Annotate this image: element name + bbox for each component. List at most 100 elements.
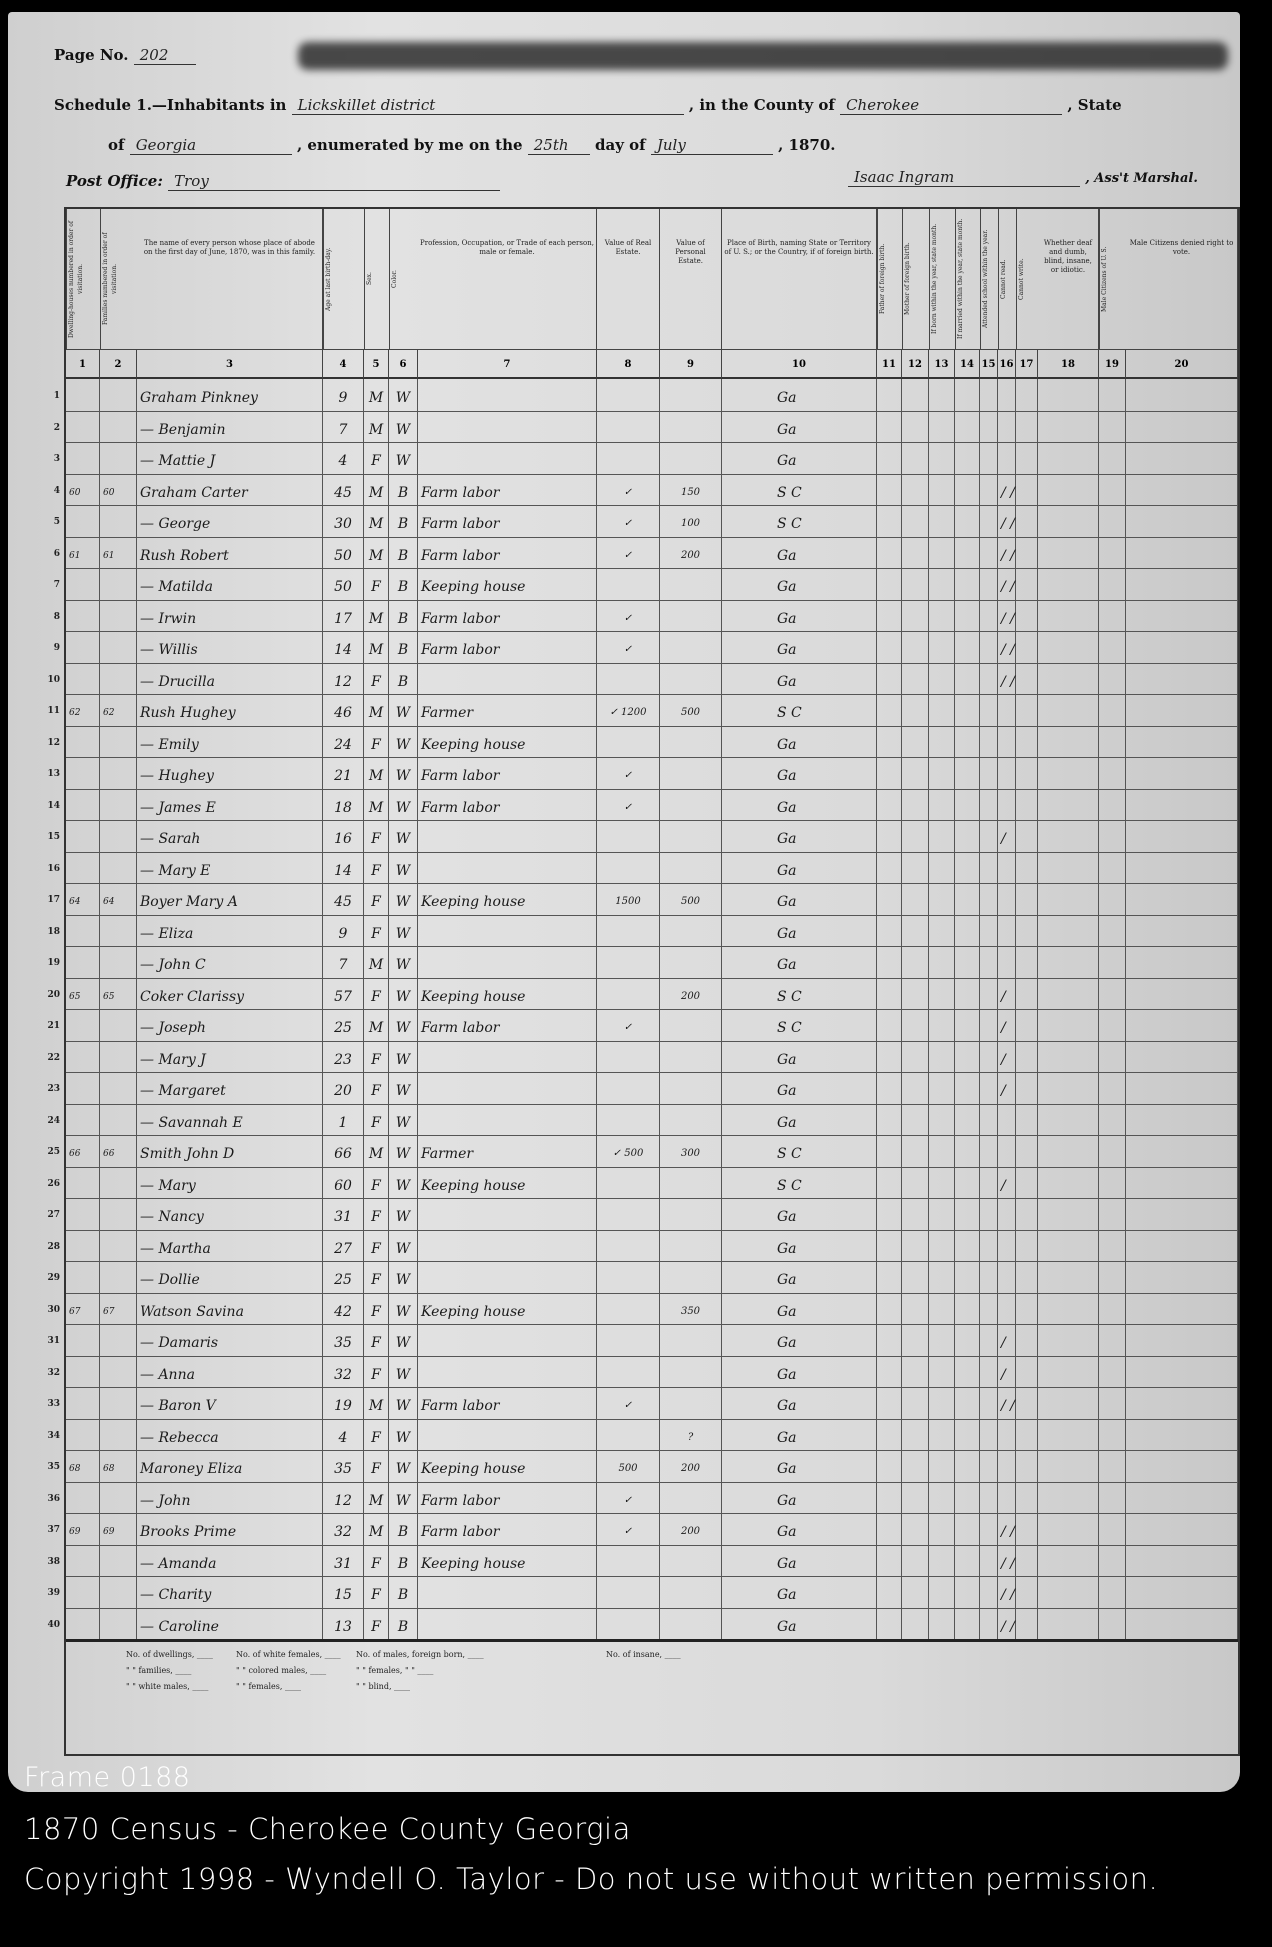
cell-column-19 (1099, 662, 1126, 694)
cell-column-17 (1016, 1229, 1038, 1261)
cell-column-16 (998, 725, 1016, 757)
cell-occupation (418, 820, 597, 852)
line-number: 39 (47, 1588, 60, 1598)
cell-column-15 (980, 977, 998, 1009)
cell-sex: F (364, 1229, 389, 1261)
cell-column-11 (877, 1166, 902, 1198)
cell-column-11 (877, 1292, 902, 1324)
cell-occupation: Keeping house (418, 1166, 597, 1198)
line-number: 10 (47, 674, 60, 685)
cell-column-20 (1126, 473, 1238, 505)
cell-birthplace: S C (722, 505, 877, 537)
table-row: 26 — Mary 60 F W Keeping house S C / (47, 1166, 1238, 1199)
cell-column-18 (1038, 442, 1099, 474)
table-row: 5 — George 30 M B Farm labor ✓ 100 S C / / (54, 505, 1238, 538)
cell-column-20 (1126, 977, 1238, 1009)
cell-sex: M (364, 473, 389, 505)
cell-column-15 (980, 1292, 998, 1324)
cell-dwelling (66, 442, 100, 474)
cell-dwelling (66, 1544, 100, 1576)
title-caption: 1870 Census - Cherokee County Georgia (24, 1812, 631, 1846)
cell-birthplace: Ga (722, 1103, 877, 1135)
cell-family: 61 (100, 536, 137, 568)
cell-dwelling (66, 757, 100, 789)
cell-color: W (389, 1229, 418, 1261)
cell-personal-estate (660, 1072, 722, 1104)
cell-column-16: / / (998, 1607, 1016, 1639)
cell-column-12 (902, 1607, 929, 1639)
cell-column-16 (998, 851, 1016, 883)
line-number: 36 (47, 1493, 60, 1504)
cell-sex: M (364, 1481, 389, 1513)
table-row: 2 — Benjamin 7 M W Ga (54, 410, 1238, 443)
cell-column-19 (1099, 1576, 1126, 1608)
copyright-caption: Copyright 1998 - Wyndell O. Taylor - Do … (24, 1862, 1159, 1896)
footer-foreign-females: " " females, " " ____ (356, 1666, 434, 1675)
cell-column-16: / / (998, 662, 1016, 694)
cell-column-12 (902, 379, 929, 411)
cell-name: — Nancy (137, 1198, 323, 1230)
cell-occupation: Keeping house (418, 977, 597, 1009)
cell-dwelling: 68 (66, 1450, 100, 1482)
cell-column-11 (877, 851, 902, 883)
cell-birthplace: Ga (722, 442, 877, 474)
cell-name: Watson Savina (137, 1292, 323, 1324)
cell-column-18 (1038, 694, 1099, 726)
cell-column-12 (902, 505, 929, 537)
cell-column-16 (998, 946, 1016, 978)
cell-column-19 (1099, 1166, 1126, 1198)
cell-column-12 (902, 757, 929, 789)
cell-birthplace: Ga (722, 820, 877, 852)
cell-column-14 (955, 1324, 980, 1356)
state-value: Georgia (129, 136, 292, 155)
cell-birthplace: Ga (722, 1292, 877, 1324)
cell-birthplace: Ga (722, 379, 877, 411)
cell-column-13 (929, 788, 955, 820)
line-number: 11 (47, 706, 60, 716)
cell-dwelling (66, 662, 100, 694)
cell-real-estate (597, 1198, 660, 1230)
footer-blind: " " blind, ____ (356, 1682, 411, 1691)
cell-dwelling: 67 (66, 1292, 100, 1324)
cell-column-12 (902, 1324, 929, 1356)
cell-age: 7 (323, 946, 364, 978)
cell-color: B (389, 536, 418, 568)
frame-caption: Frame 0188 (24, 1762, 191, 1793)
cell-column-20 (1126, 536, 1238, 568)
column-header-7: Profession, Occupation, or Trade of each… (418, 209, 597, 349)
cell-occupation: Farm labor (418, 473, 597, 505)
cell-dwelling: 69 (66, 1513, 100, 1545)
cell-column-13 (929, 1166, 955, 1198)
cell-family (100, 410, 137, 442)
cell-column-14 (955, 536, 980, 568)
cell-column-20 (1126, 694, 1238, 726)
cell-column-15 (980, 1198, 998, 1230)
cell-name: — Anna (137, 1355, 323, 1387)
cell-family: 64 (100, 883, 137, 915)
cell-column-18 (1038, 1387, 1099, 1419)
cell-name: — Drucilla (137, 662, 323, 694)
cell-occupation (418, 1607, 597, 1639)
cell-column-12 (902, 1198, 929, 1230)
cell-column-20 (1126, 757, 1238, 789)
cell-column-20 (1126, 851, 1238, 883)
cell-age: 50 (323, 568, 364, 600)
cell-color: W (389, 946, 418, 978)
cell-column-15 (980, 725, 998, 757)
cell-name: Boyer Mary A (137, 883, 323, 915)
cell-sex: M (364, 1513, 389, 1545)
cell-column-17 (1016, 725, 1038, 757)
cell-family (100, 1481, 137, 1513)
cell-column-15 (980, 410, 998, 442)
cell-name: — Sarah (137, 820, 323, 852)
census-table: Dwelling-houses numbered in order of vis… (47, 207, 1240, 1756)
cell-real-estate (597, 851, 660, 883)
cell-birthplace: Ga (722, 946, 877, 978)
cell-personal-estate (660, 1198, 722, 1230)
cell-occupation: Farmer (418, 694, 597, 726)
cell-real-estate (597, 1607, 660, 1639)
table-row: 32— Anna 32 F W Ga / (47, 1355, 1238, 1388)
cell-column-13 (929, 1513, 955, 1545)
cell-real-estate (597, 1072, 660, 1104)
cell-column-12 (902, 568, 929, 600)
